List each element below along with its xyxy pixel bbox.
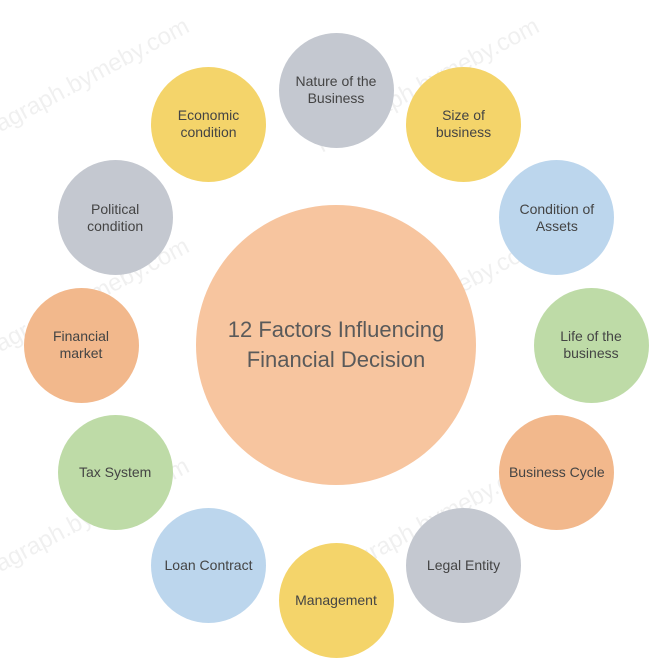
factor-label: Management bbox=[295, 592, 377, 609]
factor-node: Nature of the Business bbox=[279, 33, 394, 148]
factor-label: Condition of Assets bbox=[507, 201, 606, 235]
factor-node: Size of business bbox=[406, 67, 521, 182]
factor-label: Business Cycle bbox=[509, 464, 605, 481]
diagram-canvas: paragraph.bymeby.comparagraph.bymeby.com… bbox=[0, 0, 672, 672]
factor-node: Legal Entity bbox=[406, 508, 521, 623]
factor-node: Condition of Assets bbox=[499, 160, 614, 275]
factor-label: Life of the business bbox=[542, 328, 641, 362]
factor-label: Loan Contract bbox=[165, 557, 253, 574]
factor-node: Political condition bbox=[58, 160, 173, 275]
center-circle: 12 Factors Influencing Financial Decisio… bbox=[196, 205, 476, 485]
factor-node: Tax System bbox=[58, 415, 173, 530]
factor-label: Economic condition bbox=[159, 107, 258, 141]
factor-node: Financial market bbox=[24, 288, 139, 403]
factor-label: Political condition bbox=[66, 201, 165, 235]
factor-label: Tax System bbox=[79, 464, 151, 481]
factor-node: Loan Contract bbox=[151, 508, 266, 623]
factor-node: Business Cycle bbox=[499, 415, 614, 530]
factor-node: Management bbox=[279, 543, 394, 658]
factor-node: Life of the business bbox=[534, 288, 649, 403]
factor-label: Legal Entity bbox=[427, 557, 500, 574]
factor-label: Financial market bbox=[32, 328, 131, 362]
factor-label: Size of business bbox=[414, 107, 513, 141]
factor-node: Economic condition bbox=[151, 67, 266, 182]
factor-label: Nature of the Business bbox=[287, 73, 386, 107]
center-label: 12 Factors Influencing Financial Decisio… bbox=[206, 315, 466, 374]
